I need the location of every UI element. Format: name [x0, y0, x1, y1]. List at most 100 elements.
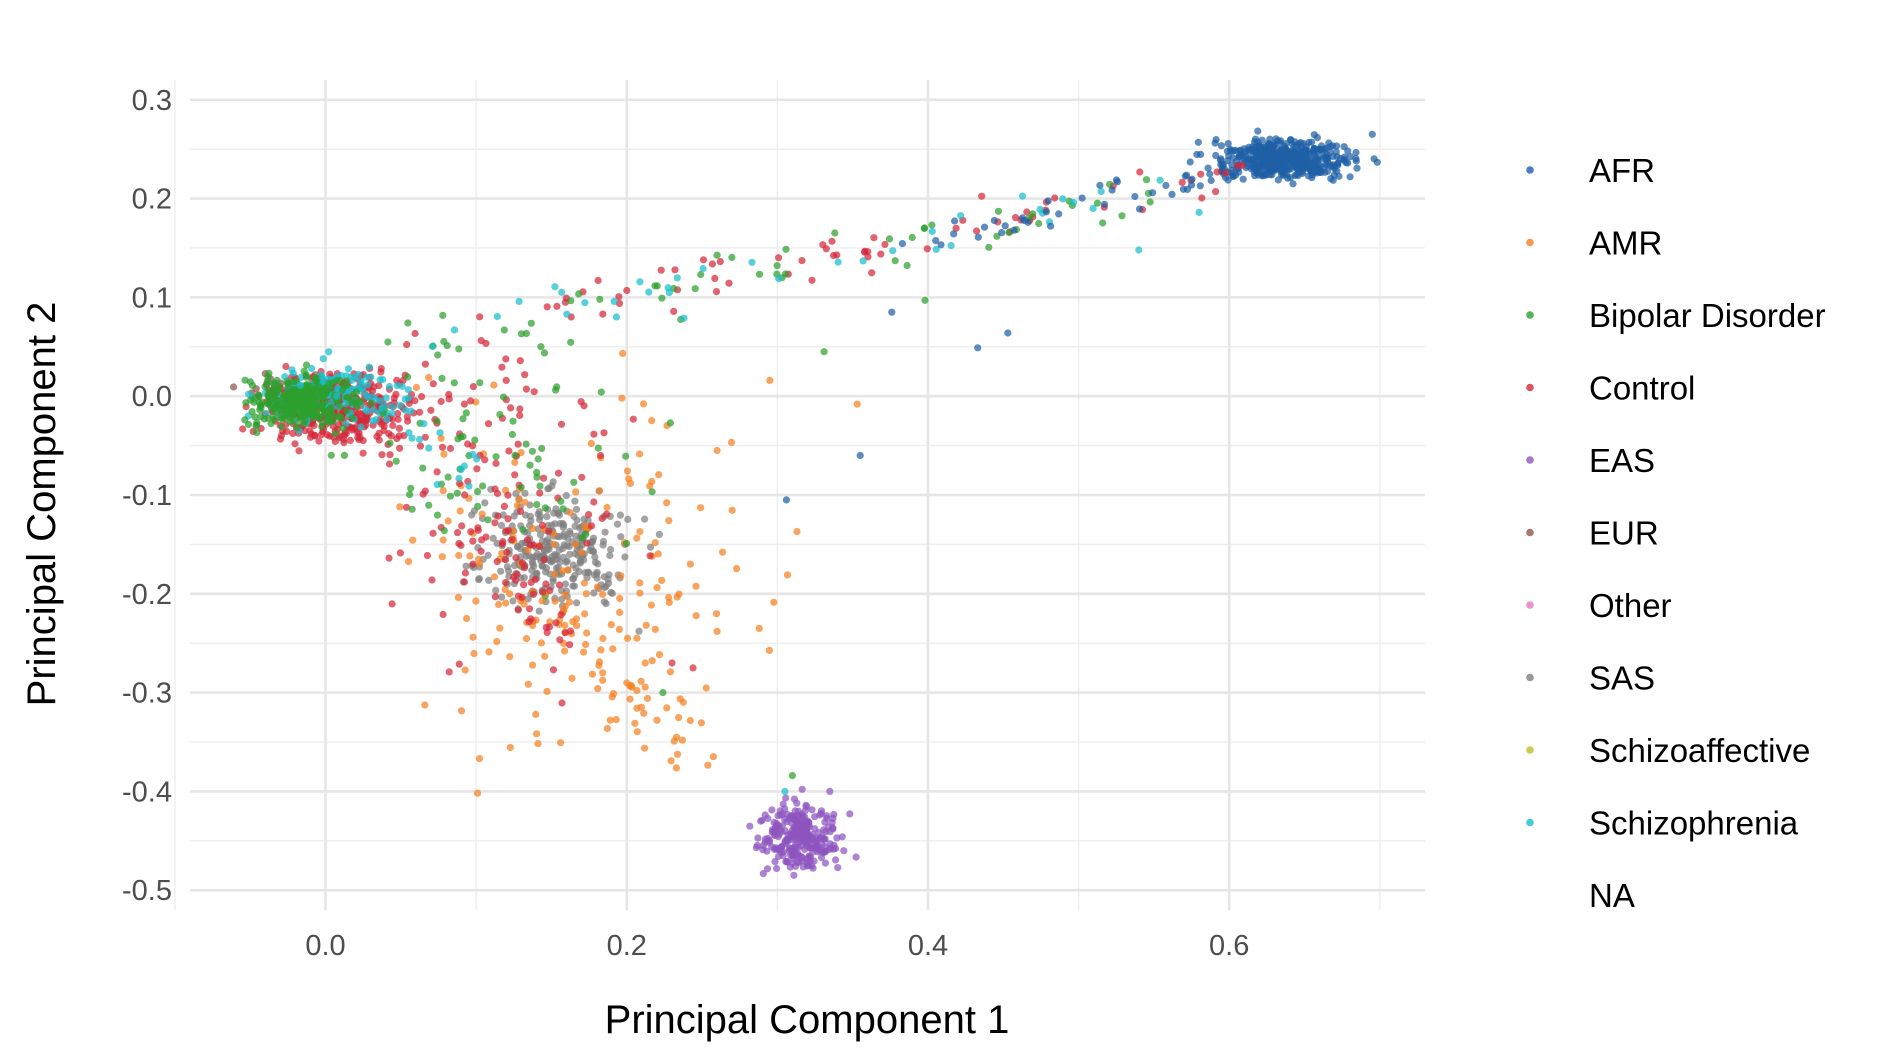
data-point-eas [826, 787, 834, 796]
data-point-afr [1323, 167, 1331, 175]
data-point-amr [672, 764, 681, 772]
data-point-amr [502, 599, 510, 607]
data-point-bipolar-disorder [582, 530, 590, 539]
data-point-control [419, 490, 427, 498]
data-point-amr [596, 487, 604, 495]
data-point-afr [1131, 192, 1139, 201]
data-point-amr [727, 438, 736, 446]
data-point-eas [784, 837, 792, 845]
data-point-sas [543, 513, 551, 521]
data-point-bipolar-disorder [304, 410, 312, 418]
data-point-control [1197, 170, 1205, 178]
data-point-bipolar-disorder [357, 398, 365, 406]
data-point-eas [838, 833, 846, 841]
data-point-schizophrenia [325, 348, 333, 356]
data-point-amr [461, 666, 469, 674]
data-point-control [524, 536, 532, 544]
data-point-bipolar-disorder [257, 402, 265, 410]
data-point-afr [1010, 226, 1018, 234]
data-point-control [378, 451, 386, 459]
data-point-schizophrenia [405, 429, 413, 437]
data-point-afr [1179, 185, 1187, 193]
data-point-bipolar-disorder [651, 282, 659, 290]
data-point-schizophrenia [357, 423, 365, 431]
data-point-amr [675, 714, 683, 722]
data-point-control [596, 451, 605, 460]
data-point-bipolar-disorder [318, 418, 326, 426]
data-point-bipolar-disorder [522, 440, 530, 448]
data-point-bipolar-disorder [433, 417, 441, 425]
data-point-amr [463, 614, 471, 623]
data-point-eas [781, 805, 789, 813]
data-point-amr [643, 694, 652, 703]
data-point-bipolar-disorder [331, 430, 339, 438]
data-point-bipolar-disorder [522, 329, 531, 338]
data-point-eas [829, 814, 837, 823]
data-point-sas [548, 521, 556, 529]
data-point-control [531, 575, 540, 584]
data-point-amr [440, 450, 448, 458]
data-point-control [545, 527, 553, 535]
data-point-schizophrenia [405, 394, 413, 402]
data-point-control [522, 385, 531, 393]
data-point-amr [478, 510, 486, 518]
data-point-control [1178, 178, 1186, 186]
data-point-eas [826, 840, 834, 848]
data-point-sas [616, 511, 625, 519]
data-point-afr [1149, 189, 1157, 197]
data-point-amr [608, 693, 616, 701]
data-point-schizophrenia [680, 314, 688, 322]
data-point-schizophrenia [408, 434, 416, 442]
data-point-bipolar-disorder [392, 457, 400, 465]
legend-key-eas [1526, 456, 1534, 464]
data-point-control [460, 400, 468, 408]
data-point-amr [541, 652, 549, 660]
data-point-control [833, 251, 841, 259]
data-point-sas [497, 567, 505, 575]
data-point-eas [832, 856, 840, 864]
data-point-bipolar-disorder [994, 207, 1003, 215]
data-point-schizophrenia [342, 400, 350, 408]
data-point-afr [1042, 208, 1050, 216]
legend-label-other: Other [1589, 587, 1672, 624]
data-point-bipolar-disorder [509, 417, 517, 425]
data-point-amr [582, 590, 591, 598]
data-point-control [499, 538, 507, 546]
data-point-bipolar-disorder [623, 539, 631, 548]
data-point-bipolar-disorder [538, 444, 546, 453]
data-point-amr [633, 686, 641, 695]
data-point-amr [578, 548, 586, 557]
data-point-eas [752, 844, 761, 852]
data-point-afr [1251, 148, 1259, 156]
data-point-schizophrenia [1089, 204, 1097, 212]
data-point-amr [651, 625, 659, 633]
data-point-sas [655, 530, 664, 539]
data-point-control [380, 422, 388, 430]
data-point-afr [1188, 175, 1196, 183]
data-point-schizophrenia [558, 288, 566, 296]
data-point-sas [602, 600, 610, 608]
legend-label-afr: AFR [1589, 152, 1655, 189]
data-point-afr [1223, 147, 1231, 155]
data-point-bipolar-disorder [293, 405, 301, 413]
data-point-control [445, 395, 453, 403]
data-point-control [529, 590, 538, 598]
data-point-sas [584, 516, 592, 525]
data-point-afr [1244, 146, 1252, 154]
data-point-eas [829, 825, 837, 833]
data-point-schizophrenia [1018, 192, 1027, 200]
data-point-sas [468, 511, 476, 519]
data-point-bipolar-disorder [318, 400, 326, 408]
data-point-bipolar-disorder [315, 382, 323, 390]
data-point-control [385, 554, 393, 562]
data-point-sas [601, 528, 609, 536]
data-point-amr [647, 601, 656, 609]
data-point-control [239, 425, 247, 433]
data-point-sas [571, 522, 579, 530]
data-point-eas [746, 822, 754, 830]
data-point-amr [853, 400, 861, 408]
data-point-bipolar-disorder [407, 484, 415, 492]
y-tick-label: 0.0 [132, 381, 172, 413]
data-point-control [385, 460, 394, 468]
data-point-schizophrenia [775, 275, 783, 283]
